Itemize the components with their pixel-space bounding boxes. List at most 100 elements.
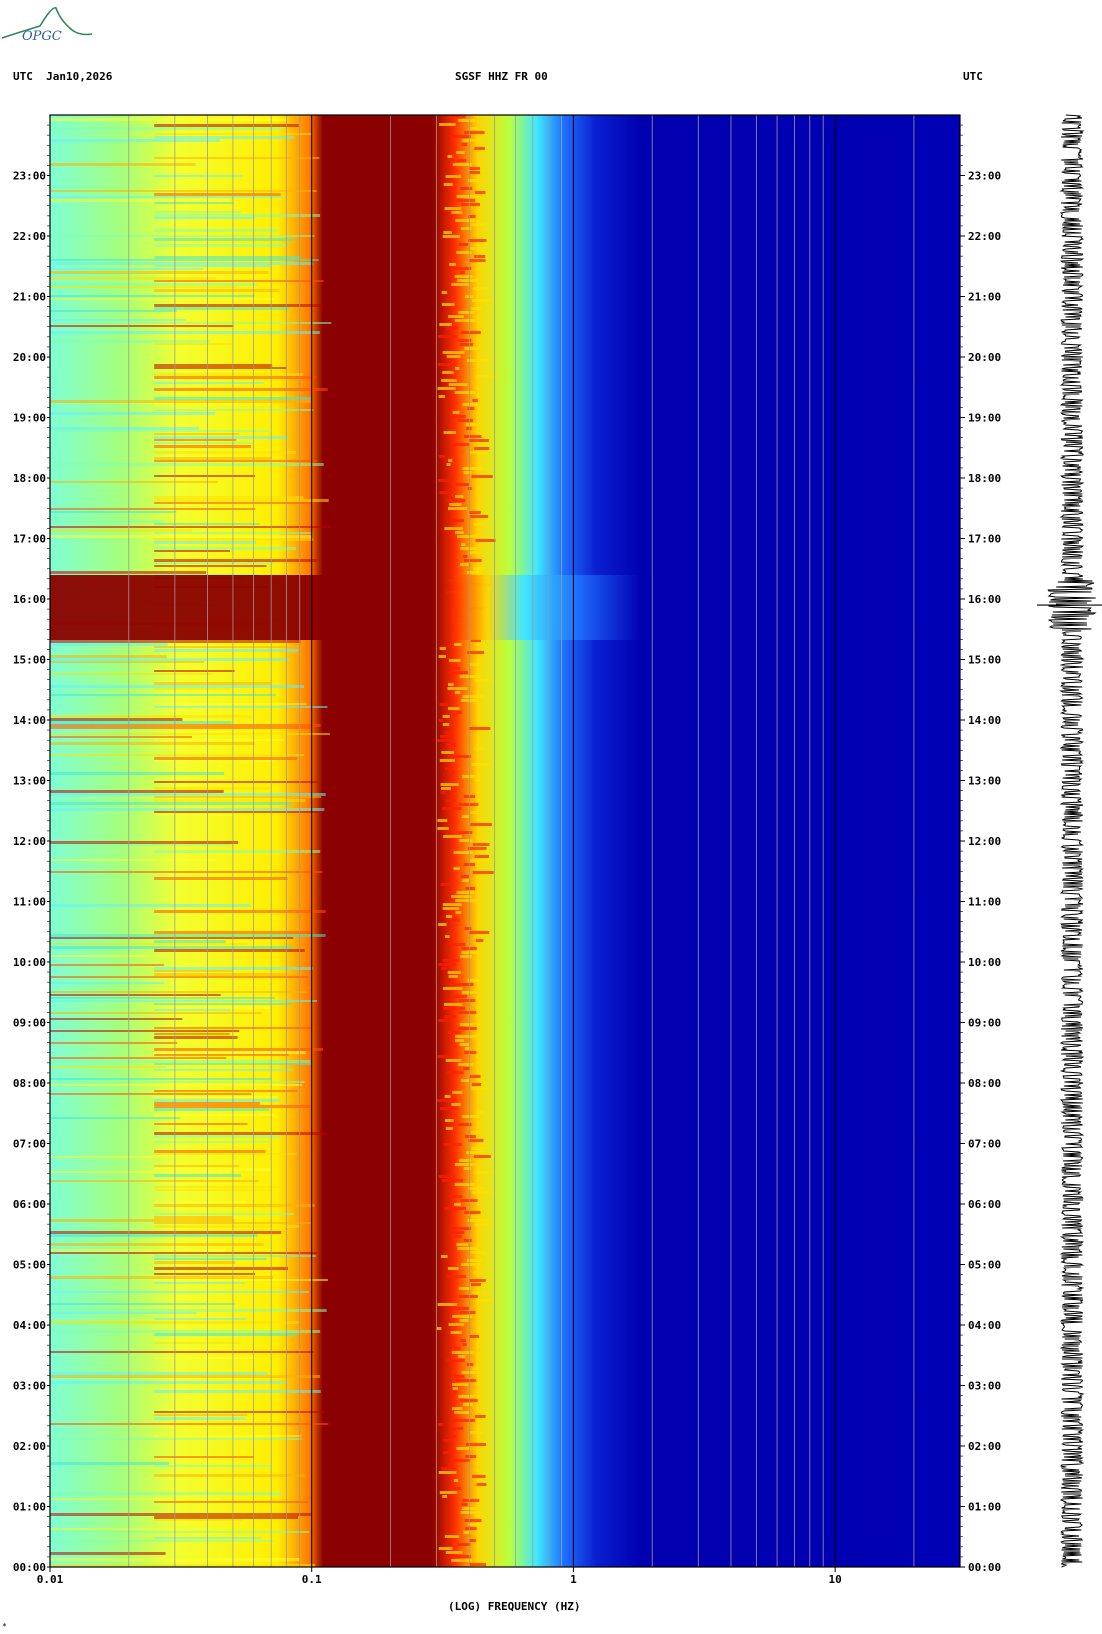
spectrogram-edge	[463, 435, 482, 438]
spectrogram-edge	[469, 511, 481, 514]
spectrogram-edge	[462, 695, 485, 698]
spectrogram-edge	[471, 299, 492, 302]
spectrogram-band	[50, 640, 301, 643]
spectrogram-band	[50, 661, 204, 663]
spectrogram-band	[154, 1036, 238, 1039]
spectrogram-band	[154, 136, 295, 139]
spectrogram-edge	[444, 1207, 466, 1210]
spectrogram-edge	[441, 291, 448, 294]
spectrogram-band	[154, 1474, 306, 1477]
spectrogram-band	[50, 1234, 258, 1237]
spectrogram-edge	[457, 1123, 472, 1126]
spectrogram-band	[154, 760, 276, 762]
spectrogram-edge	[454, 1347, 461, 1350]
spectrogram-edge	[462, 879, 470, 882]
spectrogram-edge	[448, 315, 464, 318]
spectrogram-band	[50, 400, 311, 403]
spectrogram-edge	[458, 1295, 478, 1298]
spectrogram-edge	[452, 411, 460, 414]
spectrogram-edge	[447, 499, 466, 502]
spectrogram-band	[50, 871, 323, 873]
spectrogram-edge	[448, 671, 468, 674]
spectrogram-edge	[439, 1107, 458, 1110]
spectrogram-edge	[467, 847, 487, 850]
spectrogram-band	[50, 529, 193, 532]
spectrogram-edge	[459, 839, 473, 842]
spectrogram-edge	[457, 279, 478, 282]
spectrogram-edge	[458, 1011, 477, 1014]
spectrogram-band	[154, 1123, 248, 1125]
spectrogram-edge	[468, 215, 476, 218]
spectrogram-edge	[464, 131, 485, 134]
spectrogram-edge	[440, 1255, 448, 1258]
spectrogram-band	[50, 1066, 167, 1068]
spectrogram-edge	[463, 471, 472, 474]
spectrogram-band	[50, 943, 248, 945]
spectrogram-band	[50, 1423, 329, 1425]
spectrogram-band	[50, 991, 307, 993]
spectrogram-edge	[468, 239, 487, 242]
spectrogram-band	[154, 1099, 281, 1102]
spectrogram-edge	[468, 1523, 482, 1526]
spectrogram-edge	[467, 979, 479, 982]
spectrogram-edge	[464, 1519, 482, 1522]
spectrogram-edge	[476, 1299, 495, 1302]
spectrogram-edge	[446, 327, 459, 330]
spectrogram-edge	[451, 1103, 461, 1106]
spectrogram-edge	[474, 447, 490, 450]
spectrogram-band	[50, 643, 168, 646]
spectrogram-band	[154, 193, 281, 196]
spectrogram-edge	[460, 1339, 466, 1342]
spectrogram-edge	[471, 475, 493, 478]
spectrogram-edge	[471, 1283, 482, 1286]
spectrogram-edge	[449, 1555, 471, 1558]
spectrogram-edge	[451, 415, 466, 418]
spectrogram-edge	[468, 1139, 484, 1142]
spectrogram-band	[154, 1027, 315, 1029]
spectrogram-edge	[445, 1127, 453, 1130]
spectrogram-band	[50, 259, 319, 261]
spectrogram-edge	[445, 731, 451, 734]
spectrogram-edge	[456, 199, 476, 202]
spectrogram-edge	[444, 1119, 454, 1122]
spectrogram-edge	[440, 791, 446, 794]
spectrogram-band	[50, 286, 239, 288]
spectrogram-edge	[458, 311, 475, 314]
spectrogram-band	[154, 1213, 295, 1215]
y-tick-label-left: 06:00	[13, 1198, 46, 1211]
spectrogram-band	[50, 982, 165, 984]
spectrogram-edge	[455, 531, 464, 534]
spectrogram-edge	[444, 527, 463, 530]
spectrogram-edge	[456, 831, 473, 834]
spectrogram-edge	[473, 255, 486, 258]
spectrogram-band	[50, 1156, 169, 1158]
spectrogram-edge	[454, 1411, 470, 1414]
spectrogram-edge	[461, 951, 479, 954]
spectrogram-edge	[473, 287, 488, 290]
spectrogram-edge	[462, 555, 468, 558]
spectrogram-band	[50, 997, 276, 999]
spectrogram-band	[154, 1189, 272, 1191]
spectrogram-band	[154, 1222, 311, 1224]
spectrogram-edge	[451, 283, 469, 286]
spectrogram-band	[50, 1312, 197, 1314]
spectrogram-band	[50, 1351, 314, 1353]
opgc-logo: OPGC	[0, 0, 100, 50]
spectrogram-band	[154, 175, 244, 177]
spectrogram-band	[154, 433, 240, 435]
y-tick-label-right: 23:00	[968, 170, 1001, 183]
spectrogram-band	[50, 1030, 240, 1032]
y-tick-label-right: 11:00	[968, 896, 1001, 909]
spectrogram-band	[154, 1135, 281, 1138]
spectrogram-band	[50, 1540, 275, 1542]
spectrogram-edge	[451, 1559, 473, 1562]
spectrogram-band	[50, 724, 321, 727]
spectrogram-edge	[475, 375, 498, 378]
spectrogram-band	[154, 1273, 256, 1275]
spectrogram-edge	[464, 1211, 481, 1214]
spectrogram-band	[154, 364, 273, 367]
spectrogram-band	[154, 1267, 289, 1270]
y-tick-label-right: 13:00	[968, 775, 1001, 788]
spectrogram-band	[154, 457, 271, 460]
spectrogram-band	[154, 646, 299, 648]
